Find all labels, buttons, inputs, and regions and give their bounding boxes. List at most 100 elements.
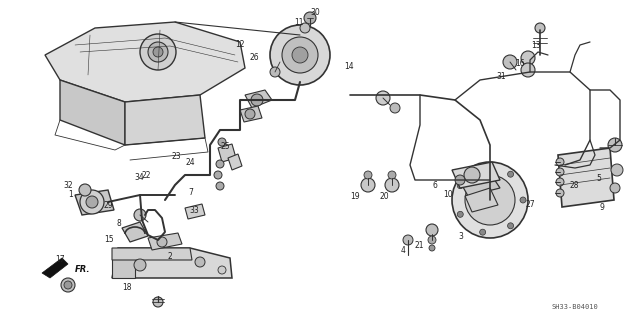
Text: 17: 17 <box>54 256 65 264</box>
Circle shape <box>148 42 168 62</box>
Circle shape <box>251 94 263 106</box>
Text: 32: 32 <box>63 181 74 189</box>
Text: 13: 13 <box>531 41 541 50</box>
Circle shape <box>503 55 517 69</box>
Circle shape <box>80 190 104 214</box>
Circle shape <box>426 224 438 236</box>
Polygon shape <box>452 162 500 188</box>
Text: 1: 1 <box>68 190 73 199</box>
Circle shape <box>521 63 535 77</box>
Polygon shape <box>558 148 614 207</box>
Circle shape <box>428 236 436 244</box>
Text: FR.: FR. <box>75 265 90 275</box>
Circle shape <box>556 189 564 197</box>
Circle shape <box>61 278 75 292</box>
Polygon shape <box>458 170 500 196</box>
Circle shape <box>556 178 564 186</box>
Circle shape <box>216 160 224 168</box>
Circle shape <box>153 47 163 57</box>
Circle shape <box>245 109 255 119</box>
Circle shape <box>508 223 513 229</box>
Circle shape <box>86 196 98 208</box>
Polygon shape <box>125 95 205 145</box>
Polygon shape <box>45 22 245 102</box>
Circle shape <box>465 175 515 225</box>
Text: 26: 26 <box>249 53 259 62</box>
Circle shape <box>270 67 280 77</box>
Polygon shape <box>112 248 192 260</box>
Text: 15: 15 <box>104 235 114 244</box>
Text: 21: 21 <box>415 241 424 250</box>
Circle shape <box>64 281 72 289</box>
Circle shape <box>195 257 205 267</box>
Text: 20: 20 <box>379 192 389 201</box>
Circle shape <box>520 197 526 203</box>
Text: 8: 8 <box>116 219 121 228</box>
Circle shape <box>388 171 396 179</box>
Text: 33: 33 <box>189 206 199 215</box>
Circle shape <box>457 211 463 217</box>
Circle shape <box>464 167 480 183</box>
Circle shape <box>479 229 486 235</box>
Text: 31: 31 <box>496 72 506 81</box>
Circle shape <box>153 297 163 307</box>
Circle shape <box>292 47 308 63</box>
Circle shape <box>282 37 318 73</box>
Text: 11: 11 <box>294 18 303 27</box>
Text: 5: 5 <box>596 174 601 183</box>
Circle shape <box>214 171 222 179</box>
Polygon shape <box>42 258 68 278</box>
Circle shape <box>376 91 390 105</box>
Circle shape <box>218 138 226 146</box>
Circle shape <box>218 266 226 274</box>
Circle shape <box>79 184 91 196</box>
Polygon shape <box>240 106 262 122</box>
Circle shape <box>508 171 513 177</box>
Text: 27: 27 <box>525 200 535 209</box>
Circle shape <box>216 182 224 190</box>
Circle shape <box>385 178 399 192</box>
Text: 2: 2 <box>167 252 172 261</box>
Circle shape <box>140 34 176 70</box>
Polygon shape <box>60 80 125 145</box>
Circle shape <box>134 209 146 221</box>
Text: 25: 25 <box>220 142 230 151</box>
Circle shape <box>304 12 316 24</box>
Polygon shape <box>112 258 135 278</box>
Polygon shape <box>112 248 232 278</box>
Circle shape <box>479 165 486 171</box>
Circle shape <box>403 235 413 245</box>
Text: 19: 19 <box>350 192 360 201</box>
Text: 34: 34 <box>134 173 145 182</box>
Circle shape <box>134 259 146 271</box>
Circle shape <box>608 138 622 152</box>
Circle shape <box>521 51 535 65</box>
Text: 7: 7 <box>188 189 193 197</box>
Text: 24: 24 <box>186 158 196 167</box>
Text: 6: 6 <box>433 181 438 189</box>
Text: SH33-B04010: SH33-B04010 <box>552 304 598 310</box>
Circle shape <box>556 168 564 176</box>
Text: 29: 29 <box>104 201 114 210</box>
Text: 14: 14 <box>344 63 354 71</box>
Text: 23: 23 <box>172 152 182 161</box>
Text: 30: 30 <box>310 8 321 17</box>
Polygon shape <box>185 204 205 219</box>
Text: 3: 3 <box>458 232 463 241</box>
Circle shape <box>457 183 463 189</box>
Text: 4: 4 <box>401 246 406 255</box>
Circle shape <box>610 183 620 193</box>
Circle shape <box>556 158 564 166</box>
Circle shape <box>390 103 400 113</box>
Circle shape <box>611 164 623 176</box>
Polygon shape <box>75 190 114 215</box>
Circle shape <box>361 178 375 192</box>
Circle shape <box>270 25 330 85</box>
Circle shape <box>455 175 465 185</box>
Polygon shape <box>122 222 148 242</box>
Text: 28: 28 <box>570 181 579 189</box>
Circle shape <box>157 237 167 247</box>
Polygon shape <box>218 144 236 162</box>
Text: 12: 12 <box>236 40 244 49</box>
Polygon shape <box>245 90 272 108</box>
